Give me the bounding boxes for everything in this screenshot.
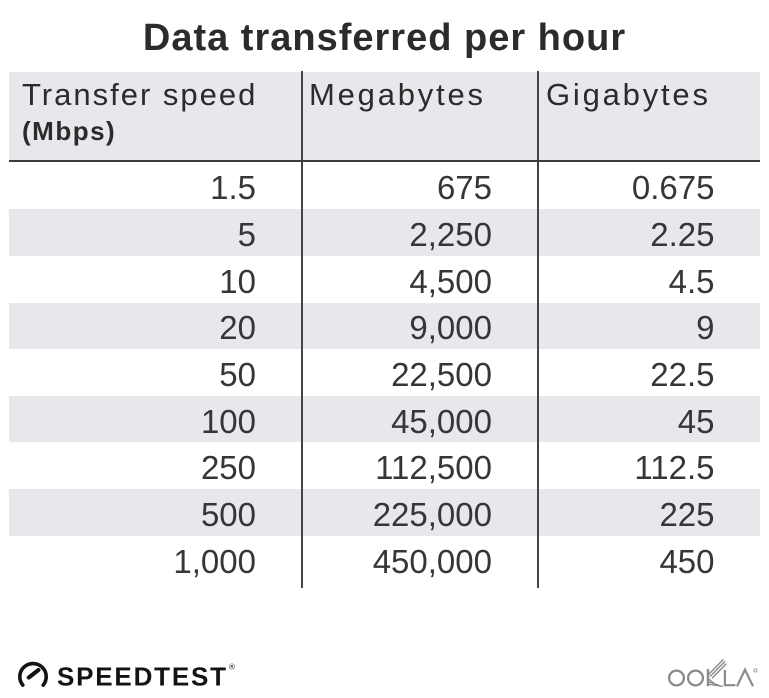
- svg-text:SPEEDTEST: SPEEDTEST: [57, 662, 228, 692]
- svg-text:®: ®: [229, 663, 235, 672]
